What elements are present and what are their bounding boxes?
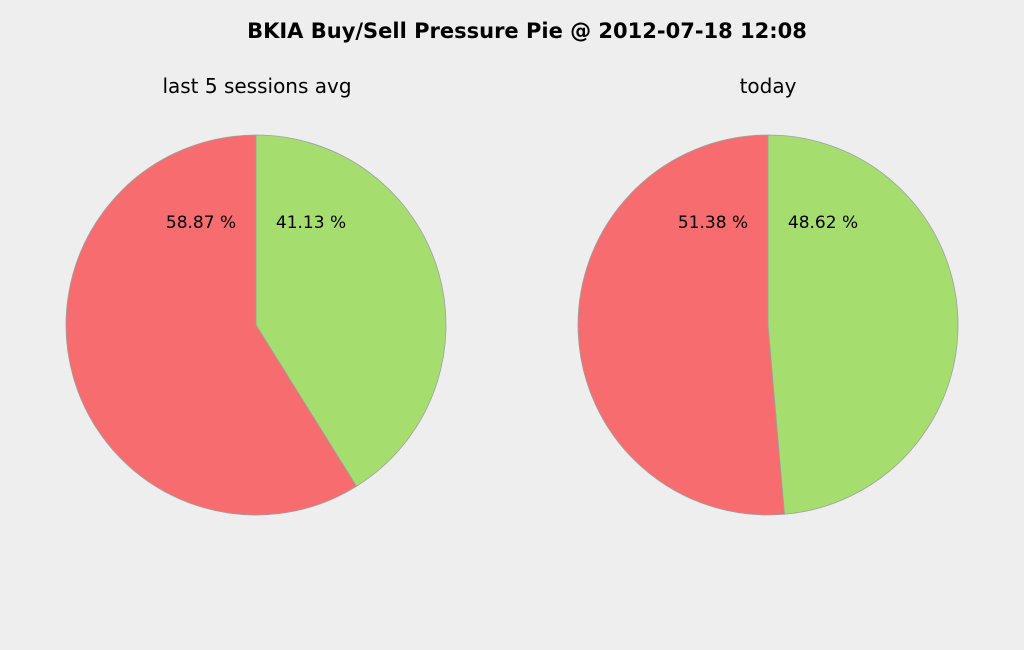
pie-title-last-5-sessions: last 5 sessions avg: [162, 74, 351, 98]
slice-percent-label: 48.62 %: [788, 213, 858, 233]
slice-percent-label: 41.13 %: [276, 213, 346, 233]
pie-last-5-sessions: 41.13 % 58.87 %: [65, 134, 447, 516]
slice-percent-label: 51.38 %: [678, 213, 748, 233]
slice-percent-label: 58.87 %: [166, 213, 236, 233]
pie-slice: [65, 134, 358, 516]
pie-title-today: today: [740, 74, 797, 98]
pie-today: 48.62 % 51.38 %: [577, 134, 959, 516]
chart-title: BKIA Buy/Sell Pressure Pie @ 2012-07-18 …: [247, 19, 807, 43]
pie-slice: [255, 134, 447, 487]
pie-slice: [767, 134, 959, 515]
pie-slice: [577, 134, 785, 516]
